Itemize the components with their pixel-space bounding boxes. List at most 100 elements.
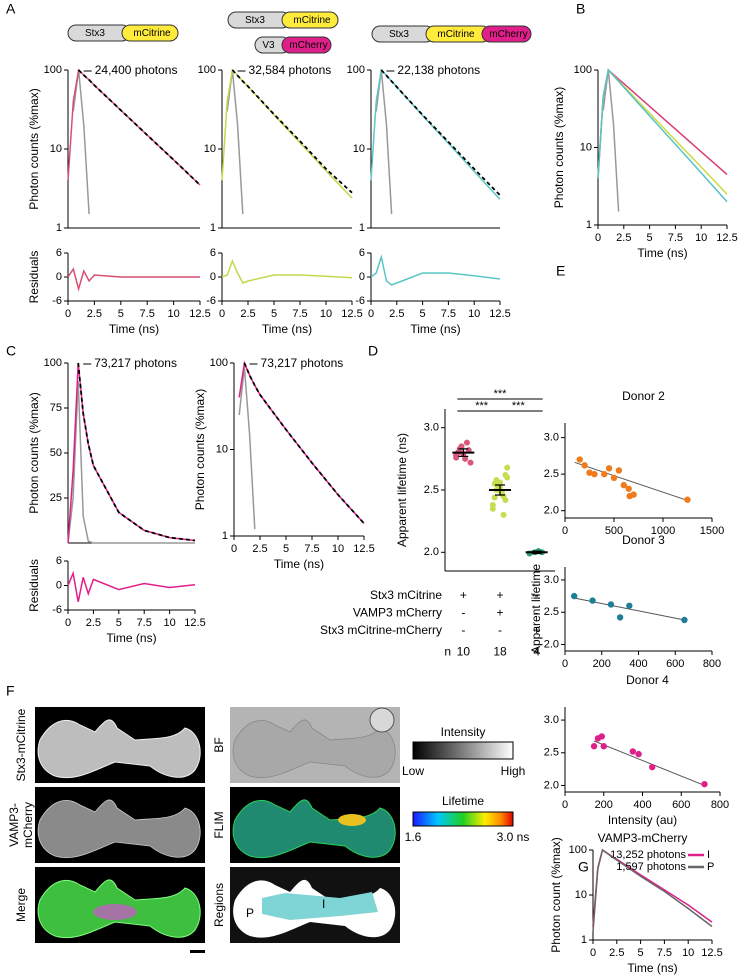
series-line [592,848,713,933]
table-cell: 18 [493,645,507,659]
x-tick-label: 0 [562,525,568,537]
x-tick-label: 5 [271,308,277,320]
y-tick-label: 0 [210,271,216,283]
y-tick-label: 100 [210,357,228,369]
point [648,763,656,771]
point [620,481,627,489]
point [605,465,613,472]
table-cell: + [533,623,540,637]
table-cell: + [460,588,467,602]
table-cell: 4 [533,645,540,659]
y-tick-label: 2.5 [544,606,559,618]
y-axis-label: Apparent lifetime (ns) [395,433,409,547]
point [701,780,708,788]
annotation: 32,584 photons [249,63,332,77]
y-axis-label: Residuals [27,559,41,612]
colorbar-title: Intensity [441,725,486,739]
point [489,501,496,508]
flim-hotspot [338,814,366,826]
point [589,597,596,604]
point [626,492,633,500]
image-label: Merge [14,888,28,922]
x-tick-label: 500 [605,525,623,537]
y-tick-label: 6 [359,247,365,259]
y-tick-label: 100 [574,64,592,76]
y-tick-label: 1 [586,219,592,231]
y-tick-label: 2.0 [544,638,559,650]
error-bar [531,550,542,555]
table-cell: + [496,588,503,602]
x-axis-sublabel: VAMP3-mCherry [598,831,688,845]
series-line [221,258,353,284]
region-label: P [246,906,254,920]
point [570,592,578,600]
colorbar-title: Lifetime [442,794,484,808]
series-line [370,68,501,200]
point [601,470,608,478]
x-tick-label: 10 [332,543,344,555]
y-tick-label: 100 [198,64,216,76]
point [586,469,593,476]
construct-label: mCherry [489,29,527,40]
x-axis-label: Time (ns) [106,631,156,645]
y-tick-label: 10 [580,141,592,153]
x-tick-label: 2.5 [252,543,267,555]
x-tick-label: 7.5 [657,947,672,959]
image-grid: P I Intensity Low High Lifetime 1.6 3.0 … [35,707,529,953]
y-tick-label: -6 [355,295,365,307]
series-line [67,267,200,292]
y-tick-label: 100 [44,64,62,76]
y-tick-label: 6 [56,247,62,259]
series-line [597,68,728,203]
significance-label: *** [512,400,526,412]
colorbar-label: High [501,764,526,778]
y-tick-label: 10 [575,889,587,901]
y-tick-label: 1 [581,934,587,946]
panel-label: B [576,1,585,17]
legend-label: P [707,861,714,873]
x-tick-label: 400 [633,799,651,811]
point [598,733,606,740]
table-row-label: Stx3 mCitrine [370,588,442,602]
y-tick-label: 1 [222,530,228,542]
table-cell: - [461,623,465,637]
annotation: 24,400 photons [95,63,178,77]
series-line [380,69,501,196]
x-tick-label: 800 [703,658,721,670]
table-row-label: n [444,645,451,659]
y-tick-label: 100 [569,844,587,856]
x-tick-label: 800 [711,799,729,811]
y-tick-label: 3.0 [544,714,559,726]
series-line [67,362,196,544]
panel-label: E [556,263,565,279]
construct-domain [481,25,532,43]
construct-label: mCherry [289,40,327,51]
x-tick-label: 10 [163,617,175,629]
table-cell: - [461,606,465,620]
chart-title: Donor 4 [626,673,669,687]
y-tick-label: 100 [44,357,62,369]
point [629,748,637,755]
series-line [226,69,244,215]
colorbar-label: 1.6 [405,830,422,844]
legend-annotation: 13,252 photons [610,849,686,861]
x-axis-label: Time (ns) [262,322,312,336]
significance-label: *** [475,400,489,412]
y-tick-label: 1 [359,222,365,234]
series-line [67,380,195,544]
image-label: BF [212,737,226,752]
x-tick-label: 12.5 [184,617,205,629]
point [681,616,688,624]
x-tick-label: 10 [682,947,694,959]
point [610,474,618,482]
x-tick-label: 7.5 [292,308,307,320]
x-tick-label: 0 [562,799,568,811]
intensity-colorbar [412,741,514,760]
x-tick-label: 0 [595,232,601,244]
panel-label: F [6,683,15,699]
x-tick-label: 10 [320,308,332,320]
merge-overlap [93,904,137,920]
x-tick-label: 5 [638,947,644,959]
y-tick-label: 2.0 [544,779,559,791]
